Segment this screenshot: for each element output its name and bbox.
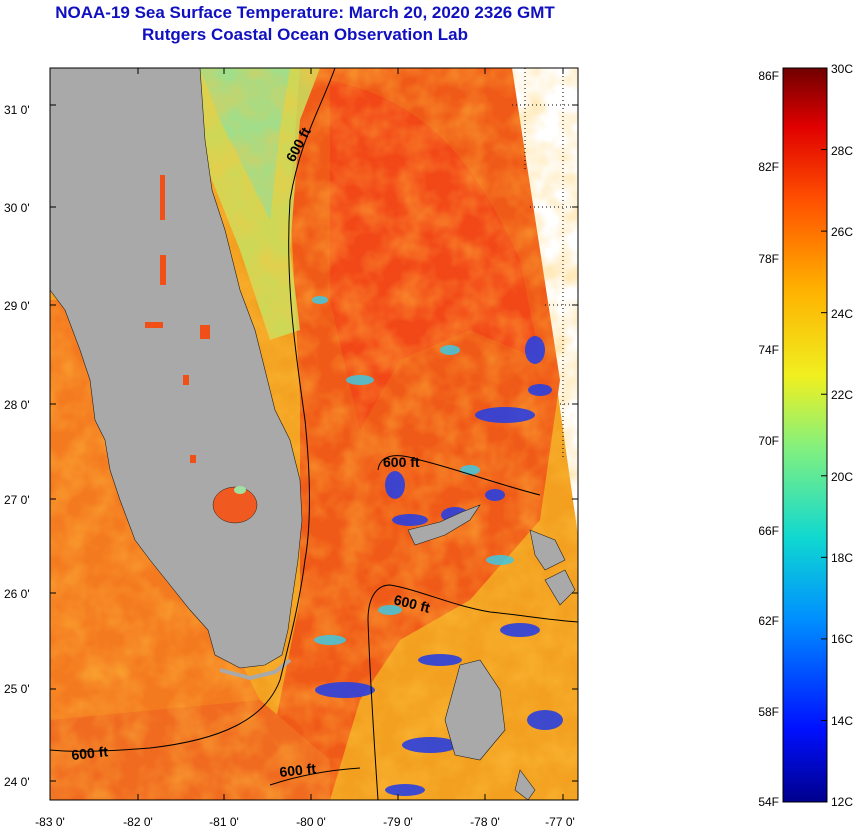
- lon-tick-label: -82 0': [123, 815, 153, 829]
- colorbar-c-label: 18C: [831, 551, 853, 565]
- abaco: [529, 529, 566, 571]
- isobath-label: 600 ft: [383, 454, 420, 470]
- colorbar-f-label: 54F: [758, 795, 779, 809]
- colorbar-c-label: 22C: [831, 388, 853, 402]
- lat-tick-label: 31 0': [4, 103, 30, 117]
- colorbar-c-label: 12C: [831, 795, 853, 809]
- colorbar-f-label: 86F: [758, 69, 779, 83]
- lat-tick-label: 29 0': [4, 299, 30, 313]
- grand-bahama: [407, 504, 481, 546]
- lat-tick-label: 26 0': [4, 587, 30, 601]
- colorbar-f-label: 58F: [758, 705, 779, 719]
- colorbar-f-label: 70F: [758, 434, 779, 448]
- colorbar-c-label: 16C: [831, 632, 853, 646]
- colorbar-f-label: 74F: [758, 343, 779, 357]
- lon-tick-label: -78 0': [470, 815, 500, 829]
- plot-frame: [49, 67, 579, 801]
- colorbar-f-label: 66F: [758, 524, 779, 538]
- lon-tick-label: -79 0': [383, 815, 413, 829]
- lat-tick-label: 30 0': [4, 201, 30, 215]
- colorbar-f-label: 82F: [758, 160, 779, 174]
- chart-title: NOAA-19 Sea Surface Temperature: March 2…: [55, 3, 555, 22]
- colorbar-f-label: 78F: [758, 252, 779, 266]
- exuma: [514, 769, 536, 800]
- lat-tick-label: 25 0': [4, 682, 30, 696]
- colorbar-c-label: 28C: [831, 144, 853, 158]
- isobath-label: 600 ft: [279, 760, 317, 780]
- colorbar-c-label: 14C: [831, 714, 853, 728]
- lon-tick-label: -80 0': [296, 815, 326, 829]
- sst-image: [50, 68, 578, 800]
- lat-tick-label: 28 0': [4, 398, 30, 412]
- lat-tick-label: 27 0': [4, 493, 30, 507]
- colorbar-c-label: 24C: [831, 307, 853, 321]
- lon-tick-label: -81 0': [209, 815, 239, 829]
- lon-tick-label: -77 0': [545, 815, 575, 829]
- lon-tick-label: -83 0': [35, 815, 65, 829]
- eleuthera: [544, 569, 576, 606]
- colorbar-c-label: 26C: [831, 225, 853, 239]
- colorbar-c-label: 20C: [831, 470, 853, 484]
- isobath-label: 600 ft: [71, 743, 109, 763]
- andros: [444, 659, 506, 761]
- colorbar: [782, 67, 828, 803]
- colorbar-f-label: 62F: [758, 614, 779, 628]
- colorbar-c-label: 30C: [831, 62, 853, 76]
- chart-subtitle: Rutgers Coastal Ocean Observation Lab: [142, 25, 468, 44]
- lat-tick-label: 24 0': [4, 775, 30, 789]
